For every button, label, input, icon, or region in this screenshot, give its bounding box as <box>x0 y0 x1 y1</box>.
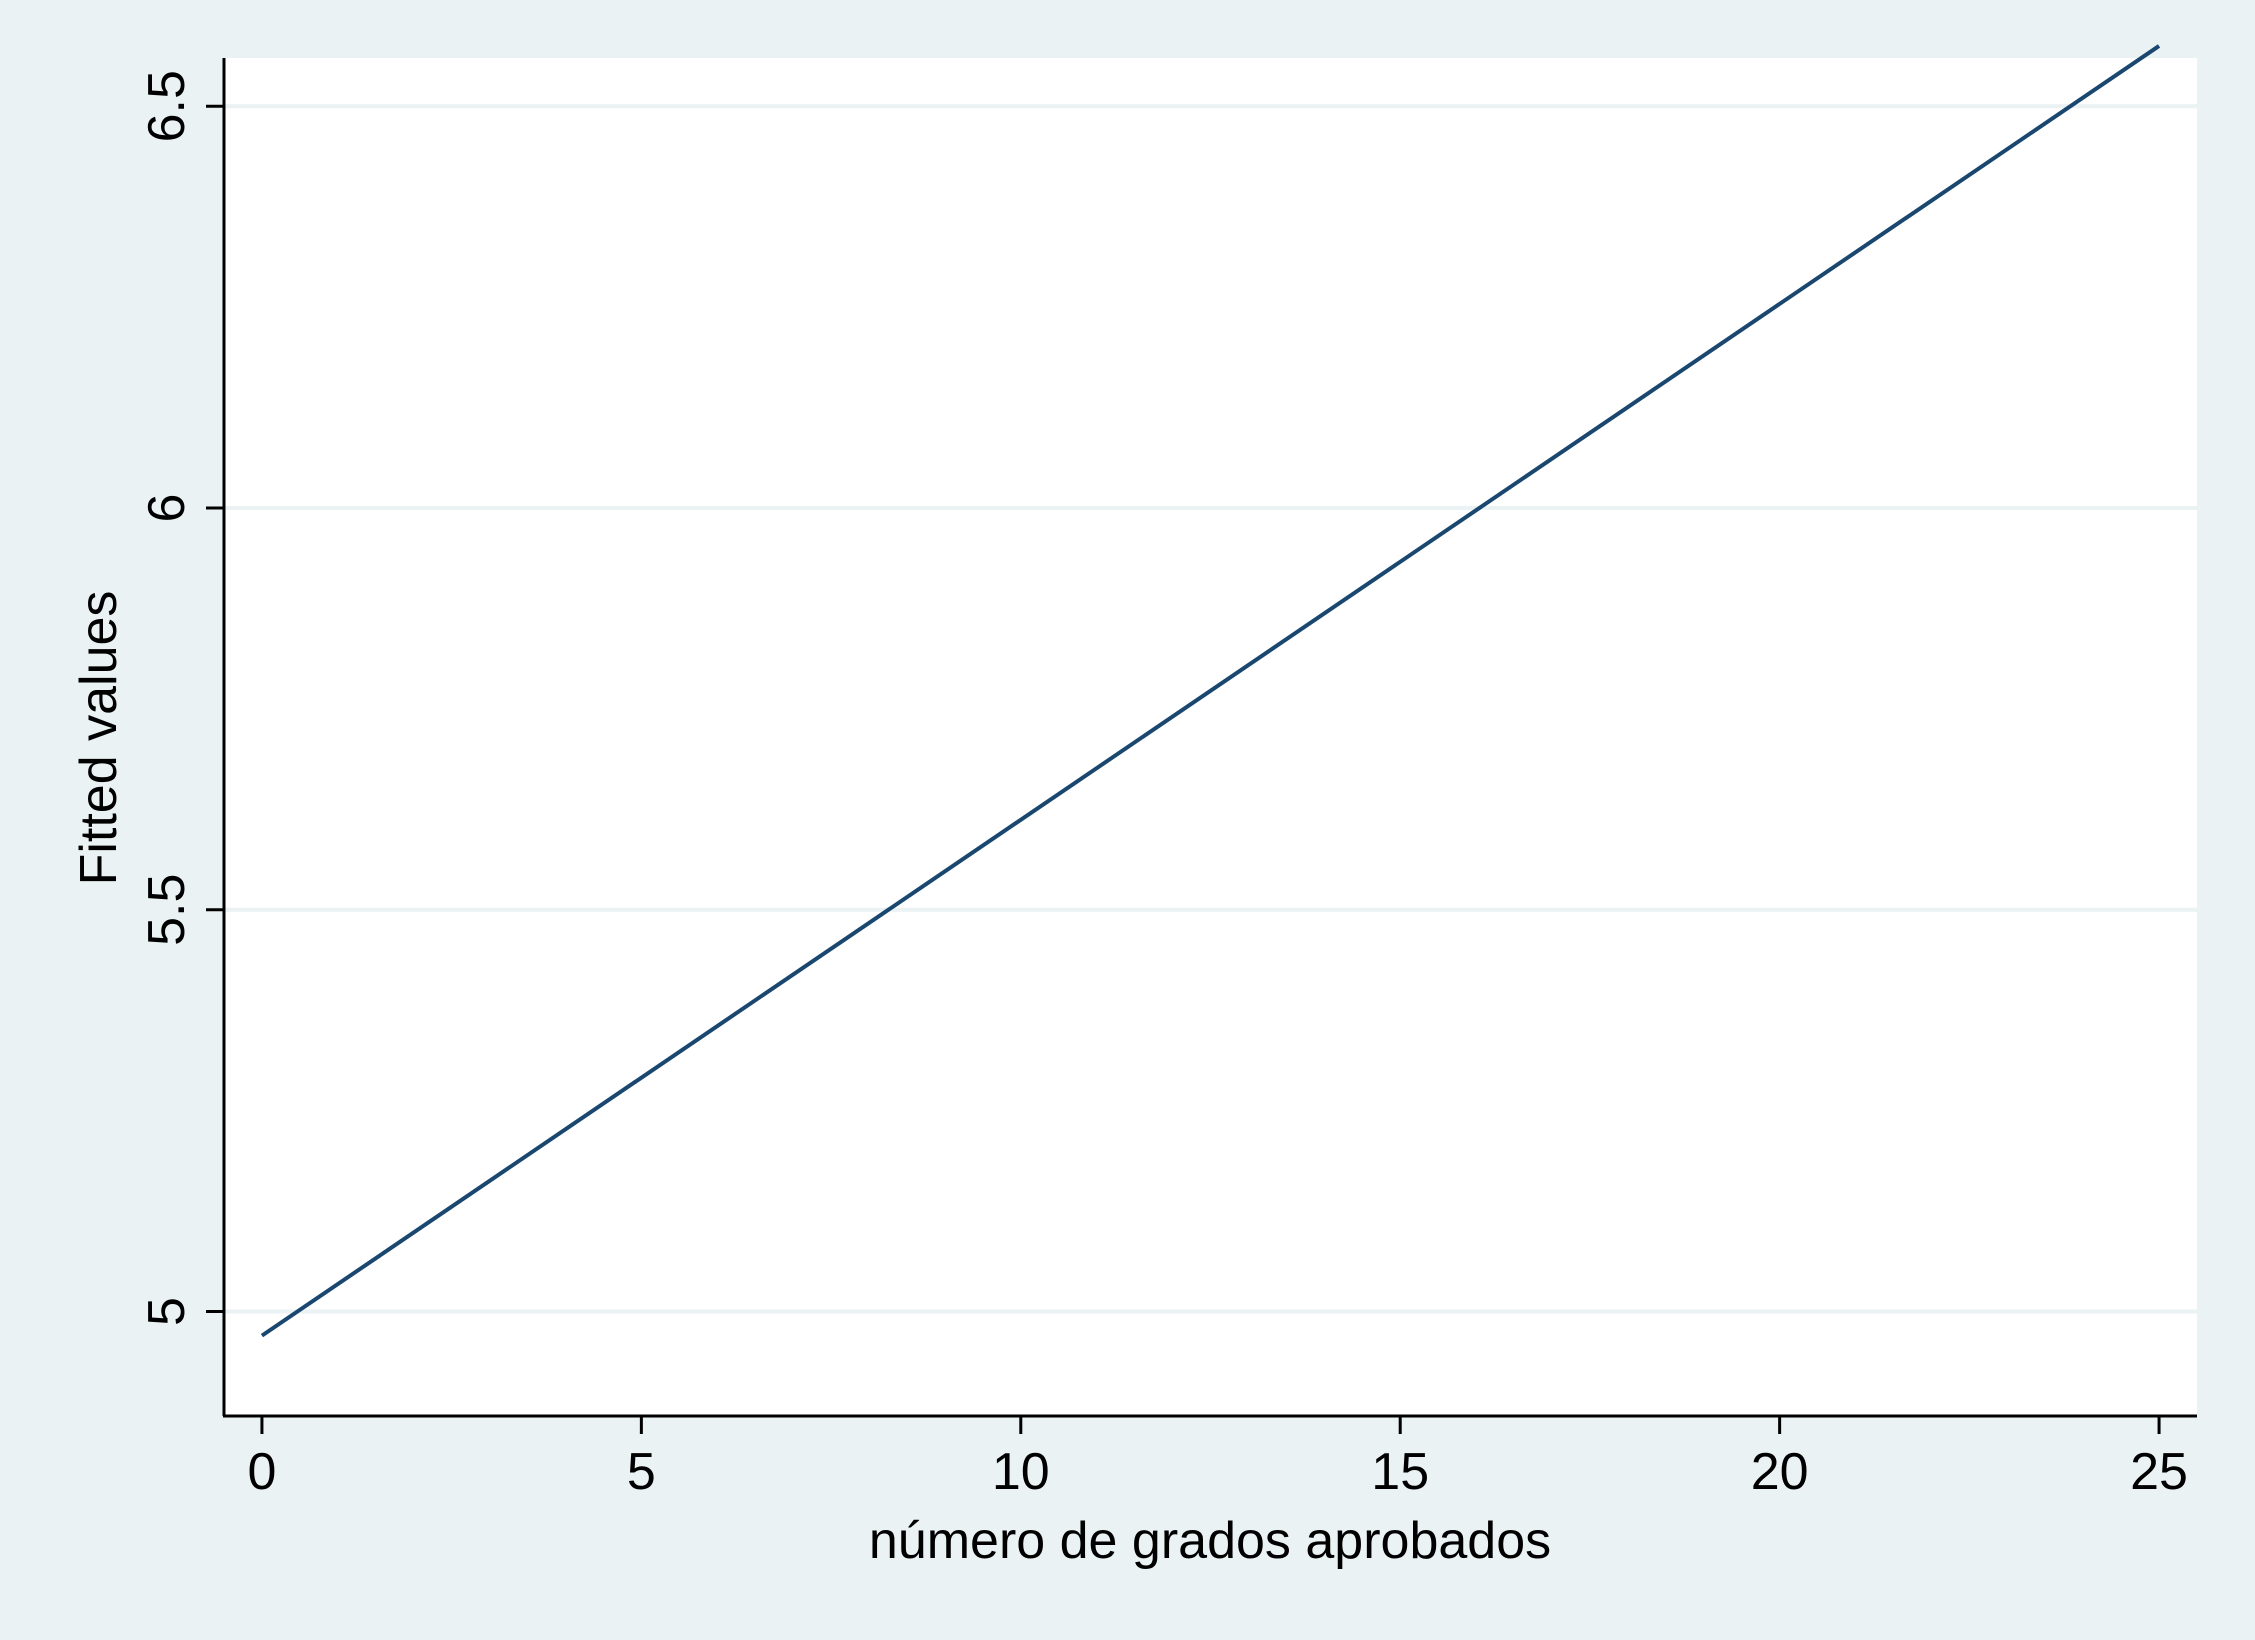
x-axis-ticks: 0 5 10 15 20 25 <box>247 1416 2188 1501</box>
y-tick-label-5: 5 <box>138 1297 196 1326</box>
series-group <box>260 44 2161 1338</box>
series-line-1 <box>260 44 2161 1338</box>
x-tick-label-10: 10 <box>992 1443 1050 1501</box>
x-tick-label-20: 20 <box>1751 1443 1809 1501</box>
x-tick-label-0: 0 <box>247 1443 276 1501</box>
y-tick-label-6.5: 6.5 <box>138 70 196 142</box>
plot-area <box>224 58 2197 1415</box>
y-axis-ticks: 5 5.5 6 6.5 <box>138 70 224 1326</box>
x-tick-label-25: 25 <box>2130 1443 2188 1501</box>
x-tick-label-5: 5 <box>627 1443 656 1501</box>
y-tick-label-6: 6 <box>138 494 196 523</box>
x-axis-title: número de grados aprobados <box>869 1512 1551 1570</box>
y-axis-title: Fitted values <box>70 591 128 886</box>
axes <box>222 58 2197 1418</box>
y-tick-label-5.5: 5.5 <box>138 874 196 946</box>
gridlines <box>224 104 2197 1314</box>
x-tick-label-15: 15 <box>1371 1443 1429 1501</box>
